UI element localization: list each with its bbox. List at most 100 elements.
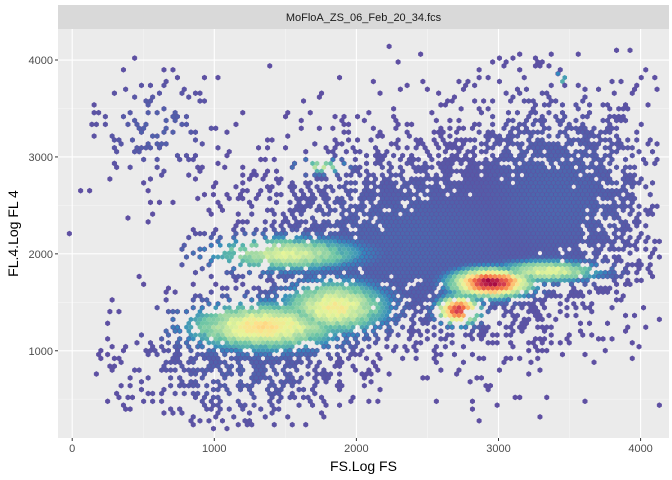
hexbin-cell	[625, 105, 631, 112]
hexbin-cell	[114, 164, 120, 171]
hexbin-cell	[573, 304, 579, 311]
hexbin-cell	[559, 351, 565, 358]
hexbin-cell	[600, 258, 606, 264]
hexbin-cell	[406, 133, 412, 139]
hexbin-cell	[186, 359, 192, 366]
hexbin-cell	[188, 129, 194, 136]
hexbin-cell	[636, 203, 642, 210]
hexbin-cell	[355, 137, 361, 143]
hexbin-cell	[192, 269, 198, 276]
hexbin-cell	[174, 74, 180, 81]
hexbin-cell	[87, 187, 93, 194]
hexbin-cell	[195, 343, 201, 350]
hexbin-cell	[233, 183, 239, 190]
hexbin-cell	[517, 66, 523, 73]
hexbin-cell	[469, 351, 475, 358]
hexbin-cell	[120, 347, 126, 354]
hexbin-cell	[224, 152, 230, 159]
hexbin-cell	[272, 234, 277, 241]
hexbin-cell	[490, 59, 496, 65]
hexbin-cell	[582, 86, 588, 93]
hexbin-cell	[161, 347, 167, 354]
x-tick-label: 2000	[344, 443, 368, 455]
x-axis-title: FS.Log FS	[330, 458, 397, 474]
hexbin-cell	[496, 367, 502, 373]
hexbin-cell	[485, 74, 491, 81]
hexbin-cell	[339, 141, 345, 147]
hexbin-cell	[650, 180, 656, 186]
hexbin-cell	[575, 293, 581, 299]
hexbin-cell	[127, 382, 133, 389]
hexbin-cell	[170, 316, 176, 323]
hexbin-cell	[391, 347, 397, 354]
hexbin-cell	[262, 414, 268, 420]
hexbin-cell	[150, 398, 156, 405]
hexbin-cell	[521, 74, 527, 81]
hexbin-cell	[580, 113, 586, 120]
hexbin-cell	[192, 230, 198, 237]
hexbin-cell	[431, 316, 437, 323]
hexbin-cell	[404, 144, 410, 151]
hexbin-cell	[170, 199, 176, 206]
hexbin-cell	[375, 133, 381, 139]
hexbin-cell	[485, 386, 491, 393]
hexbin-cell	[352, 180, 358, 186]
hexbin-cell	[449, 144, 455, 151]
hexbin-cell	[312, 390, 318, 397]
hexbin-cell	[233, 238, 239, 244]
hexbin-cell	[296, 269, 302, 276]
x-axis: 0 1000 2000 3000 4000	[69, 438, 653, 455]
hexbin-cell	[526, 347, 532, 354]
hexbin-cell	[584, 113, 590, 120]
hexbin-cell	[321, 242, 327, 248]
hexbin-cell	[228, 347, 234, 354]
hexbin-cell	[197, 254, 203, 260]
hexbin-cell	[451, 351, 457, 358]
hexbin-cell	[285, 133, 291, 139]
hexbin-cell	[566, 339, 572, 346]
hexbin-cell	[654, 203, 660, 210]
hexbin-cell	[580, 98, 586, 104]
hexbin-cell	[643, 238, 649, 245]
x-tick-label: 3000	[486, 443, 510, 455]
hexbin-cell	[458, 105, 464, 112]
hexbin-cell	[163, 367, 169, 373]
hexbin-cell	[517, 355, 523, 362]
hexbin-cell	[283, 144, 289, 151]
hexbin-cell	[400, 324, 406, 331]
hexbin-cell	[575, 105, 581, 112]
hexbin-cell	[321, 211, 327, 217]
hexbin-cell	[251, 230, 257, 237]
hexbin-cell	[314, 168, 320, 174]
hexbin-cell	[301, 238, 306, 244]
hexbin-cell	[454, 371, 460, 377]
hexbin-cell	[299, 234, 304, 241]
hexbin-cell	[287, 238, 293, 244]
hexbin-cell	[449, 332, 455, 338]
hexbin-cell	[125, 215, 131, 221]
hexbin-cell	[274, 168, 280, 175]
hexbin-cell	[384, 343, 390, 350]
hexbin-cell	[183, 121, 189, 128]
hexbin-cell	[337, 363, 343, 370]
hexbin-cell	[78, 187, 84, 194]
hexbin-cell	[190, 421, 196, 428]
hexbin-cell	[227, 242, 232, 248]
x-tick-label: 0	[69, 443, 75, 455]
hexbin-cell	[539, 152, 545, 159]
hexbin-cell	[265, 137, 271, 143]
hexbin-cell	[292, 238, 297, 244]
hexbin-cell	[418, 51, 424, 58]
hexbin-cell	[242, 230, 248, 237]
hexbin-cell	[503, 332, 509, 338]
hexbin-cell	[496, 320, 502, 327]
hexbin-cell	[314, 238, 320, 244]
hexbin-cell	[627, 242, 633, 249]
hexbin-cell	[159, 367, 165, 373]
hexbin-cell	[424, 328, 430, 334]
hexbin-cell	[246, 269, 253, 276]
hexbin-cell	[186, 156, 192, 163]
hexbin-cell	[262, 156, 268, 163]
hexbin-cell	[656, 402, 662, 409]
hexbin-cell	[299, 242, 304, 248]
